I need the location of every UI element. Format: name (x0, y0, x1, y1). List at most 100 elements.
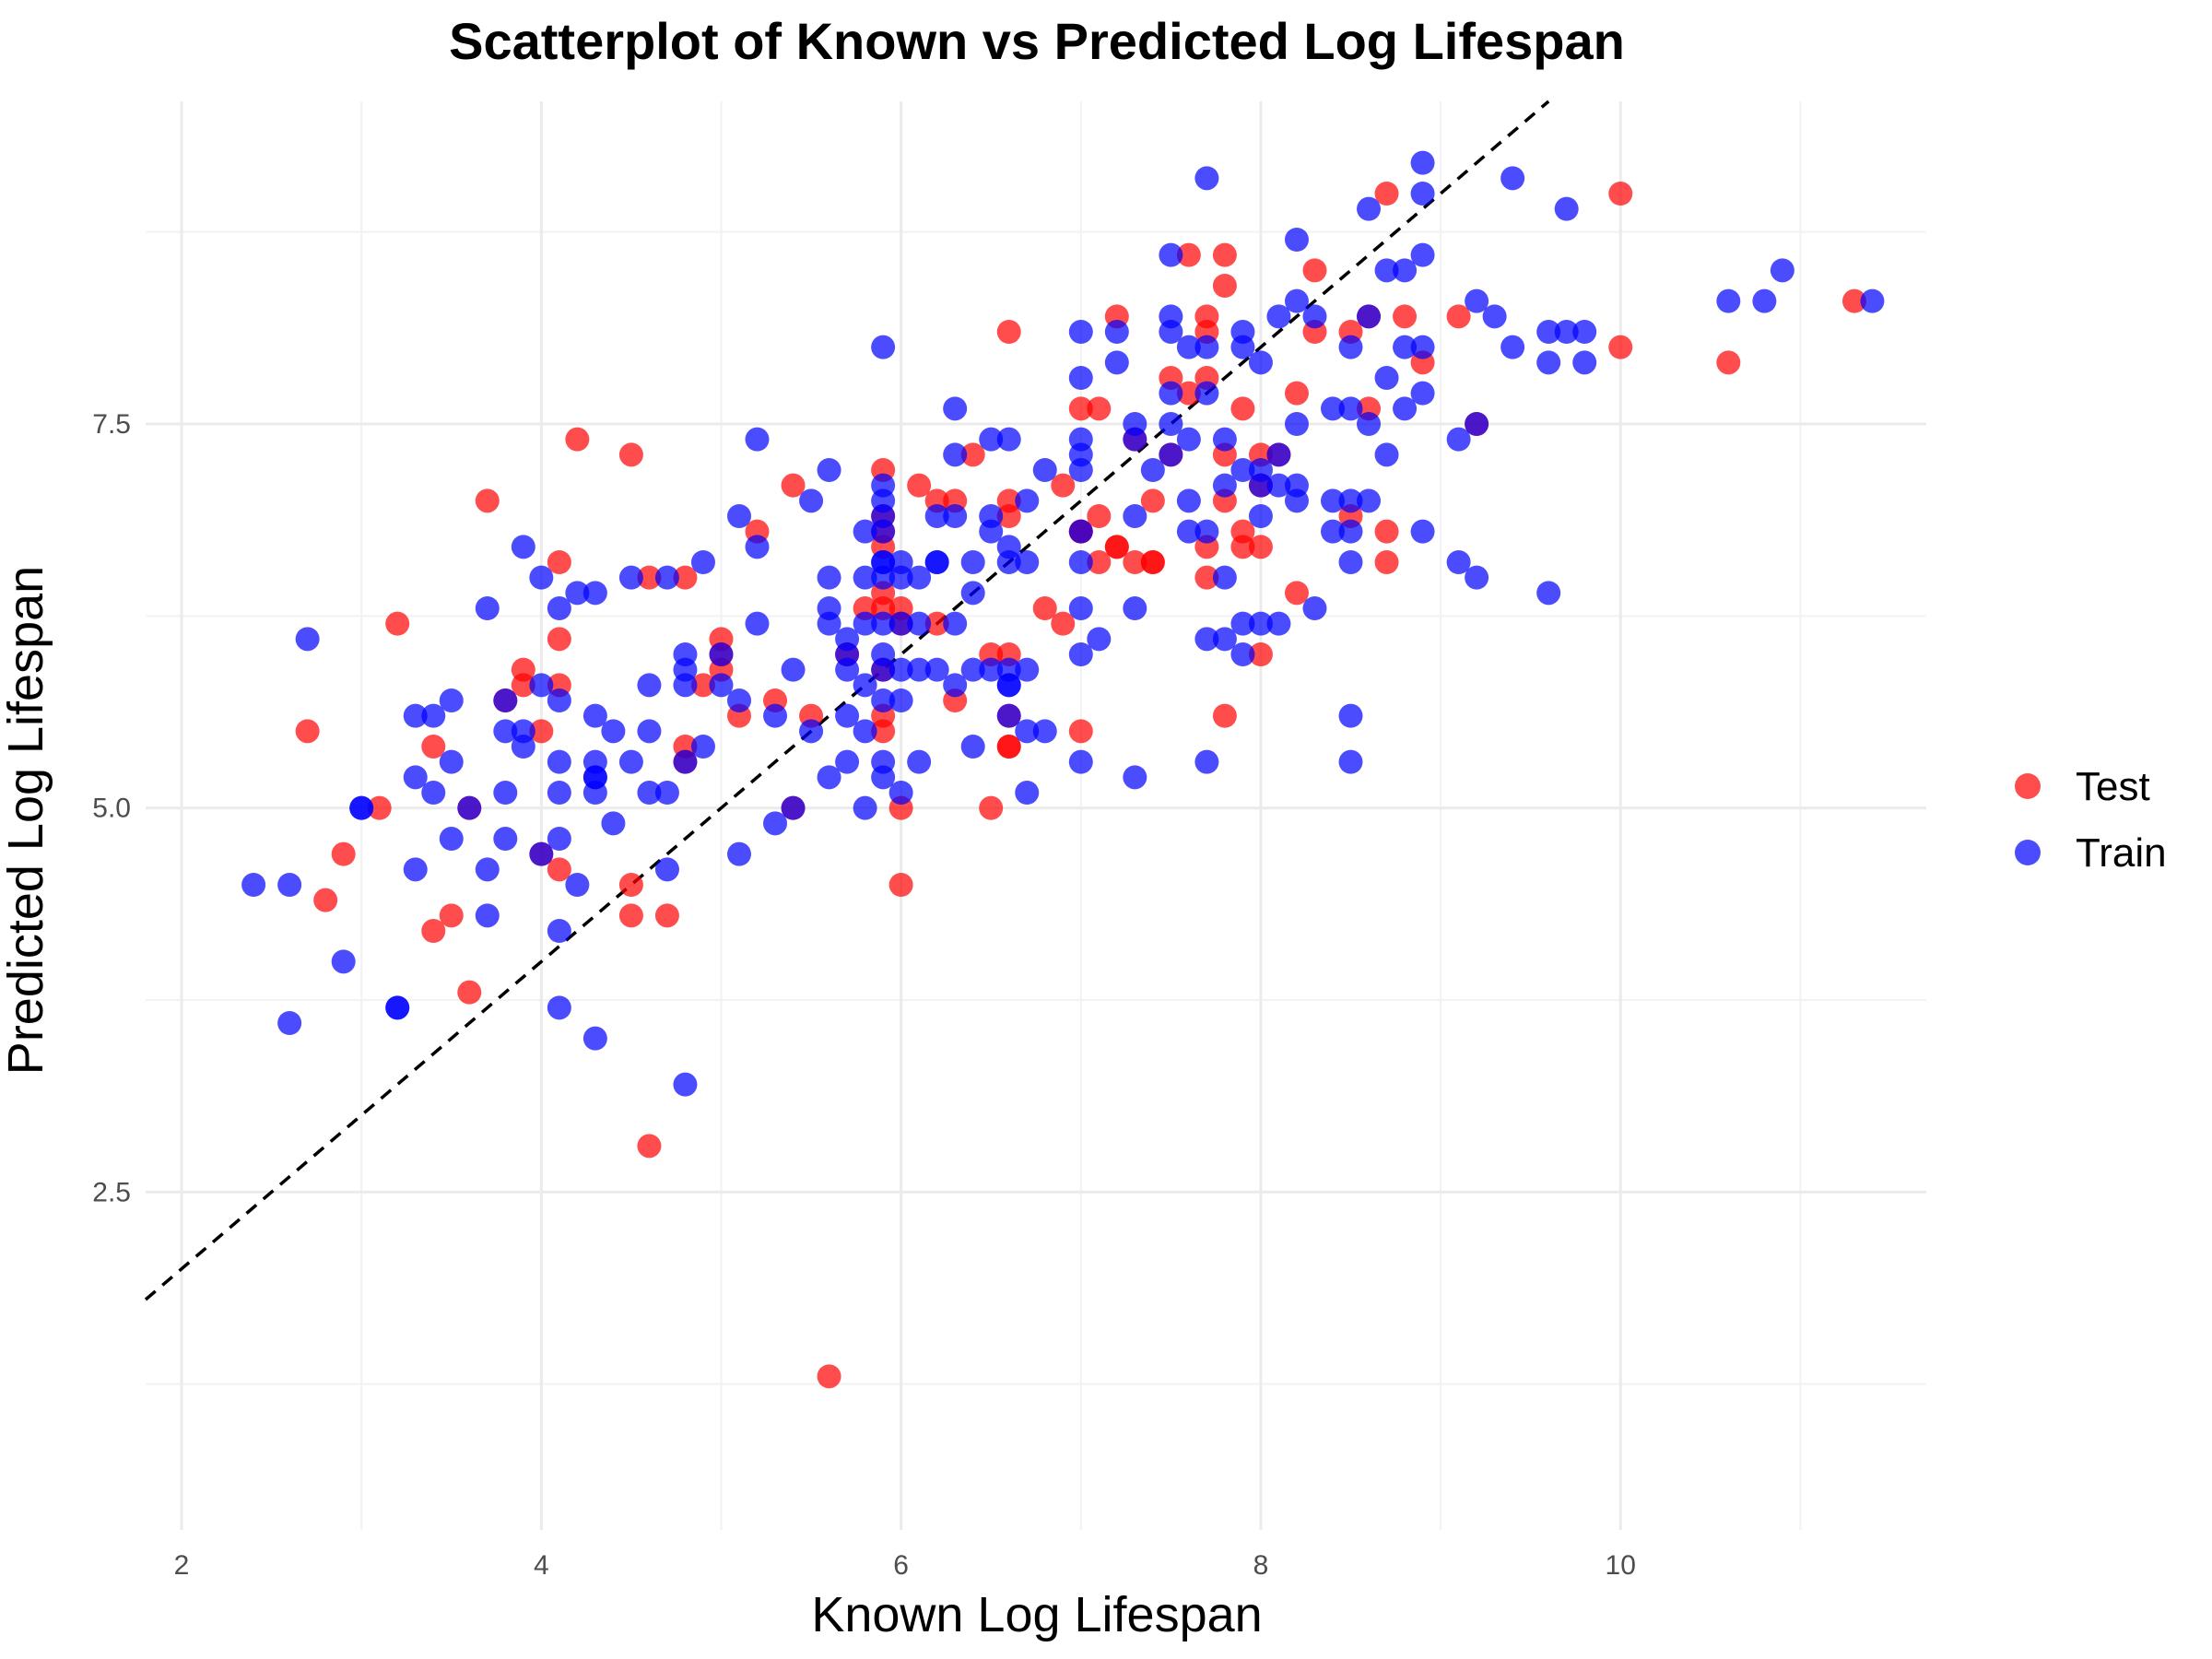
data-point (1104, 350, 1129, 375)
data-point (1284, 381, 1309, 406)
data-point (835, 627, 860, 652)
data-point (241, 873, 266, 897)
data-point (888, 781, 913, 805)
reference-diagonal-line (144, 100, 1550, 1301)
data-point (1302, 596, 1327, 620)
data-point (907, 473, 932, 498)
data-point (1194, 519, 1219, 544)
data-point (1374, 519, 1399, 544)
data-point (1230, 458, 1255, 482)
data-point (943, 504, 968, 528)
data-point (960, 442, 985, 467)
legend-key-test (2015, 773, 2041, 799)
data-point (1841, 288, 1866, 313)
data-point (1572, 350, 1597, 375)
data-point (1266, 442, 1291, 467)
data-point (781, 473, 806, 498)
x-tick-label: 10 (1606, 1550, 1636, 1581)
data-point (529, 841, 554, 866)
data-point (853, 673, 877, 698)
data-point (439, 827, 464, 851)
data-point (1140, 550, 1165, 574)
data-point (637, 673, 662, 698)
data-point (331, 841, 356, 866)
data-point (547, 627, 571, 652)
data-point (1393, 258, 1418, 283)
data-point (799, 488, 824, 513)
data-point (618, 565, 643, 590)
data-point (1068, 719, 1093, 744)
data-point (673, 749, 698, 774)
data-point (1860, 288, 1885, 313)
data-point (618, 442, 643, 467)
data-point (727, 688, 751, 712)
data-point (888, 688, 913, 712)
data-point (511, 735, 535, 759)
data-point (493, 827, 518, 851)
data-point (565, 581, 590, 606)
data-point (1068, 320, 1093, 344)
data-point (601, 811, 626, 836)
x-tick-label: 8 (1253, 1550, 1269, 1581)
data-point (1716, 288, 1741, 313)
data-point (745, 535, 770, 559)
data-point (673, 642, 698, 666)
data-point (1176, 519, 1201, 544)
data-point (565, 427, 590, 452)
data-point (1284, 288, 1309, 313)
data-point (943, 396, 968, 421)
data-point (1087, 627, 1112, 652)
data-point (888, 657, 913, 682)
data-point (1032, 596, 1057, 620)
data-point (1015, 488, 1040, 513)
data-point (1536, 350, 1561, 375)
data-point (1104, 320, 1129, 344)
data-point (1321, 396, 1345, 421)
data-point (1159, 442, 1183, 467)
data-point (582, 765, 607, 790)
data-point (835, 749, 860, 774)
data-point (1338, 703, 1363, 728)
data-point (295, 627, 320, 652)
data-point (1374, 442, 1399, 467)
data-point (654, 903, 679, 928)
data-point (1123, 427, 1147, 452)
legend-label-train: Train (2076, 830, 2167, 876)
data-point (1410, 242, 1435, 267)
data-point (871, 565, 896, 590)
data-point (1554, 320, 1579, 344)
data-point (871, 688, 896, 712)
data-point (618, 873, 643, 897)
data-point (1087, 504, 1112, 528)
data-point (943, 611, 968, 636)
y-axis-ticks: 2.5 5.0 7.5 (92, 409, 131, 1207)
data-point (1068, 642, 1093, 666)
data-point (457, 795, 482, 820)
data-point (709, 673, 734, 698)
data-point (1248, 473, 1273, 498)
data-point (1194, 749, 1219, 774)
data-point (385, 611, 410, 636)
data-point (1357, 196, 1382, 221)
data-point (601, 719, 626, 744)
data-point (907, 611, 932, 636)
data-point (1465, 412, 1489, 436)
data-point (1716, 350, 1741, 375)
data-point (1248, 642, 1273, 666)
data-point (1572, 320, 1597, 344)
data-point (1068, 458, 1093, 482)
data-point (690, 550, 715, 574)
data-point (547, 550, 571, 574)
data-point (1230, 335, 1255, 359)
data-point (943, 442, 968, 467)
data-point (996, 703, 1021, 728)
data-point (1374, 182, 1399, 206)
data-point (1123, 765, 1147, 790)
data-point (1176, 335, 1201, 359)
data-point (1068, 596, 1093, 620)
data-point (403, 765, 428, 790)
data-point (654, 565, 679, 590)
data-point (996, 320, 1021, 344)
data-point (907, 565, 932, 590)
data-point (1374, 258, 1399, 283)
